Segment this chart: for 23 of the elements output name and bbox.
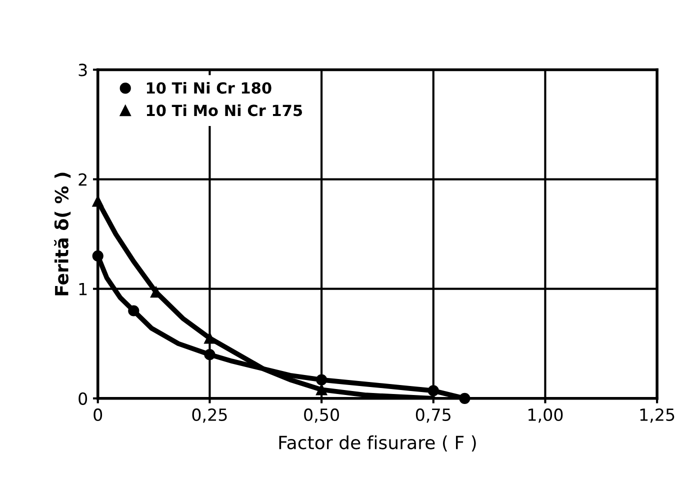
point: [459, 392, 470, 404]
x-tick-label: 0,50: [304, 408, 339, 423]
x-tick-label: 1,25: [640, 408, 674, 423]
x-tick-label: 0: [94, 408, 102, 422]
point: [128, 305, 140, 316]
y-tick-label: 0: [78, 392, 88, 405]
x-axis-title: Factor de fisurare ( F ): [279, 435, 476, 452]
legend-label: 10 Ti Mo Ni Cr 175: [146, 104, 302, 116]
x-tick-label: 0,75: [416, 408, 450, 423]
x-tick-label: 1,00: [528, 408, 563, 423]
y-tick-label: 2: [78, 173, 86, 186]
point: [204, 349, 216, 360]
point: [428, 385, 439, 396]
point: [204, 332, 216, 344]
legend-label: 10 Ti Ni Cr 180: [146, 82, 272, 94]
y-axis-title: Ferită δ( % ): [54, 172, 71, 296]
y-tick-label: 3: [78, 64, 87, 76]
x-tick-label: 0,25: [192, 408, 227, 423]
y-tick-label: 1: [79, 283, 87, 296]
point: [92, 196, 104, 207]
point: [316, 374, 328, 386]
point: [316, 384, 328, 396]
point: [92, 250, 104, 262]
